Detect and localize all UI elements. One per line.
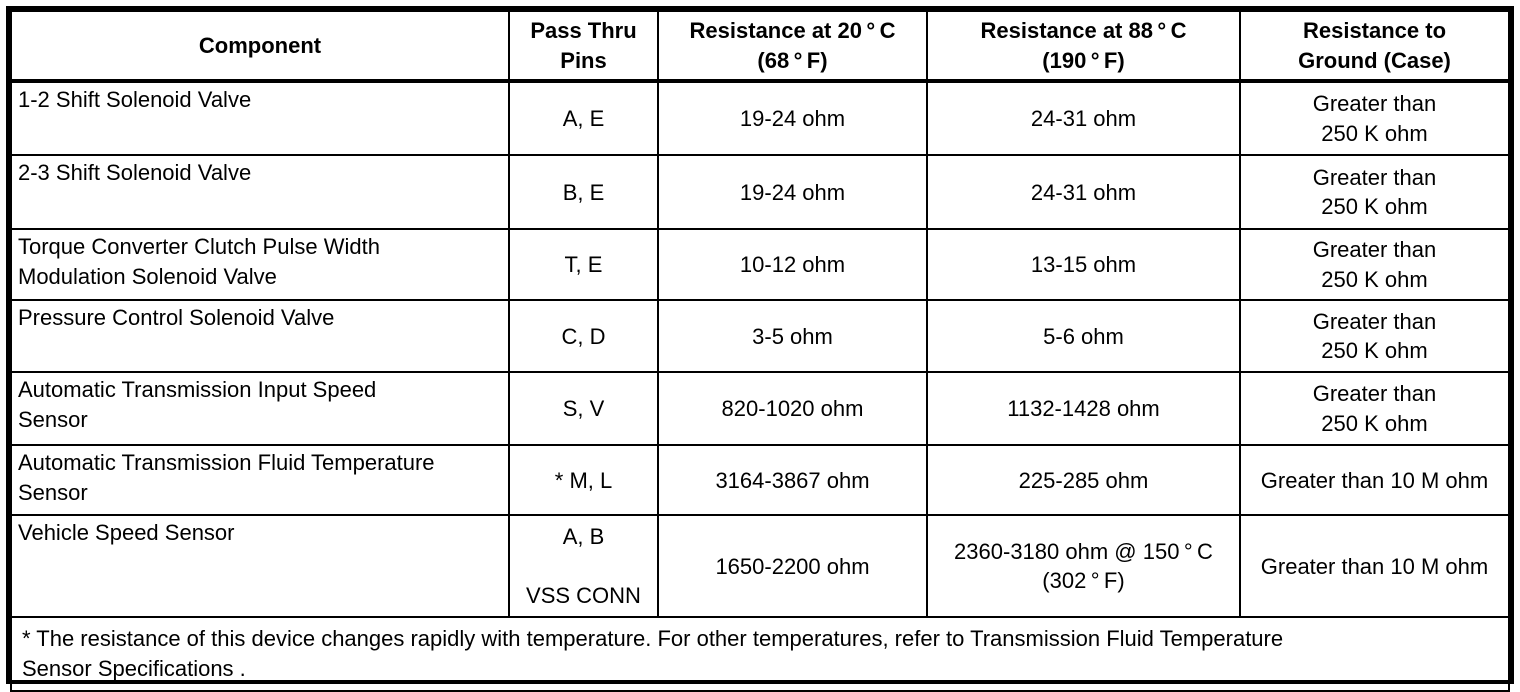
cell-component: Vehicle Speed Sensor [11,515,509,617]
cell-pass-thru-pins: * M, L [509,445,658,515]
table-row: Torque Converter Clutch Pulse Width Modu… [11,229,1509,300]
cell-resistance-20c: 19-24 ohm [658,81,927,155]
table-row: 2-3 Shift Solenoid Valve B, E 19-24 ohm … [11,155,1509,229]
cell-pass-thru-pins: S, V [509,372,658,445]
cell-resistance-ground: Greater than 250 K ohm [1240,229,1509,300]
table-row: Vehicle Speed Sensor A, B VSS CONN 1650-… [11,515,1509,617]
col-header-component: Component [11,11,509,81]
cell-pass-thru-pins: T, E [509,229,658,300]
cell-resistance-ground: Greater than 10 M ohm [1240,445,1509,515]
cell-pass-thru-pins: B, E [509,155,658,229]
table-footnote: * The resistance of this device changes … [11,617,1509,690]
cell-pass-thru-pins: A, B VSS CONN [509,515,658,617]
cell-pass-thru-pins: A, E [509,81,658,155]
cell-resistance-88c: 225-285 ohm [927,445,1240,515]
resistance-spec-table-frame: Component Pass Thru Pins Resistance at 2… [6,6,1514,684]
col-header-pass-thru-pins: Pass Thru Pins [509,11,658,81]
cell-resistance-88c: 24-31 ohm [927,155,1240,229]
cell-resistance-ground: Greater than 250 K ohm [1240,300,1509,372]
cell-resistance-20c: 820-1020 ohm [658,372,927,445]
table-row: Automatic Transmission Input Speed Senso… [11,372,1509,445]
cell-component: Automatic Transmission Input Speed Senso… [11,372,509,445]
cell-resistance-20c: 3164-3867 ohm [658,445,927,515]
col-header-resistance-88c: Resistance at 88 ° C (190 ° F) [927,11,1240,81]
cell-component: Automatic Transmission Fluid Temperature… [11,445,509,515]
header-row: Component Pass Thru Pins Resistance at 2… [11,11,1509,81]
table-row: 1-2 Shift Solenoid Valve A, E 19-24 ohm … [11,81,1509,155]
footnote-row: * The resistance of this device changes … [11,617,1509,690]
cell-resistance-88c: 2360-3180 ohm @ 150 ° C (302 ° F) [927,515,1240,617]
cell-resistance-88c: 24-31 ohm [927,81,1240,155]
resistance-spec-table: Component Pass Thru Pins Resistance at 2… [10,10,1510,692]
cell-resistance-20c: 3-5 ohm [658,300,927,372]
cell-resistance-ground: Greater than 250 K ohm [1240,372,1509,445]
cell-resistance-ground: Greater than 250 K ohm [1240,81,1509,155]
cell-pass-thru-pins: C, D [509,300,658,372]
col-header-resistance-ground: Resistance to Ground (Case) [1240,11,1509,81]
cell-resistance-ground: Greater than 250 K ohm [1240,155,1509,229]
table-row: Pressure Control Solenoid Valve C, D 3-5… [11,300,1509,372]
cell-resistance-88c: 1132-1428 ohm [927,372,1240,445]
cell-component: Torque Converter Clutch Pulse Width Modu… [11,229,509,300]
cell-resistance-88c: 13-15 ohm [927,229,1240,300]
cell-resistance-ground: Greater than 10 M ohm [1240,515,1509,617]
cell-resistance-20c: 1650-2200 ohm [658,515,927,617]
cell-component: 1-2 Shift Solenoid Valve [11,81,509,155]
cell-component: 2-3 Shift Solenoid Valve [11,155,509,229]
cell-component: Pressure Control Solenoid Valve [11,300,509,372]
cell-resistance-88c: 5-6 ohm [927,300,1240,372]
cell-resistance-20c: 10-12 ohm [658,229,927,300]
table-row: Automatic Transmission Fluid Temperature… [11,445,1509,515]
col-header-resistance-20c: Resistance at 20 ° C (68 ° F) [658,11,927,81]
cell-resistance-20c: 19-24 ohm [658,155,927,229]
